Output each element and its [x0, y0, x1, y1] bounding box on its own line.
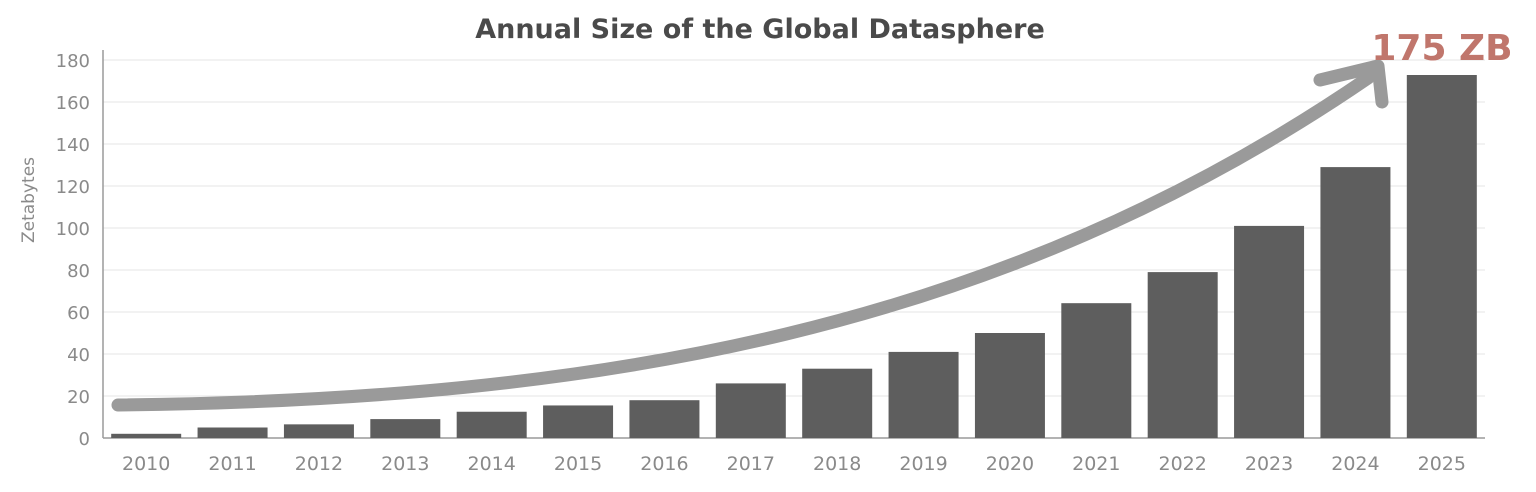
bar: [1234, 225, 1305, 438]
bar: [715, 383, 786, 438]
y-tick-label: 0: [79, 429, 90, 450]
x-tick-label: 2023: [1245, 453, 1293, 475]
bar: [111, 433, 182, 438]
x-tick-label: 2018: [813, 453, 861, 475]
y-tick-label: 60: [67, 303, 90, 324]
bar: [1320, 167, 1391, 438]
x-tick-label: 2022: [1159, 453, 1207, 475]
arrowhead-icon: [1313, 59, 1389, 109]
bar: [1406, 75, 1477, 438]
x-tick-label: 2025: [1418, 453, 1466, 475]
x-tick-label: 2011: [208, 453, 256, 475]
x-tick-label: 2014: [468, 453, 516, 475]
annotation-label: 175 ZB: [1371, 28, 1512, 69]
x-tick-label: 2021: [1072, 453, 1120, 475]
y-tick-label: 140: [56, 135, 90, 156]
bar: [456, 411, 527, 438]
x-tick-label: 2017: [727, 453, 775, 475]
bar: [1061, 303, 1132, 438]
y-tick-label: 120: [56, 177, 90, 198]
x-tick-label: 2020: [986, 453, 1034, 475]
y-tick-label: 40: [67, 345, 90, 366]
y-tick-label: 160: [56, 93, 90, 114]
y-axis-label: Zetabytes: [19, 157, 39, 243]
bar: [802, 368, 873, 438]
x-tick-label: 2024: [1331, 453, 1379, 475]
x-tick-label: 2019: [899, 453, 947, 475]
x-tick-label: 2015: [554, 453, 602, 475]
bar: [629, 400, 700, 438]
bar: [370, 419, 441, 438]
y-tick-label: 100: [56, 219, 90, 240]
bar: [974, 333, 1045, 438]
bar: [197, 427, 268, 438]
bar: [283, 424, 354, 438]
bar: [543, 405, 614, 438]
bar: [1147, 272, 1218, 438]
bar: [888, 351, 959, 438]
y-tick-label: 180: [56, 51, 90, 72]
x-tick-label: 2016: [640, 453, 688, 475]
chart-title: Annual Size of the Global Datasphere: [475, 14, 1045, 45]
y-tick-label: 20: [67, 387, 90, 408]
x-tick-label: 2010: [122, 453, 170, 475]
y-tick-label: 80: [67, 261, 90, 282]
trend-arrow: [111, 71, 1375, 412]
x-tick-label: 2013: [381, 453, 429, 475]
x-tick-label: 2012: [295, 453, 343, 475]
